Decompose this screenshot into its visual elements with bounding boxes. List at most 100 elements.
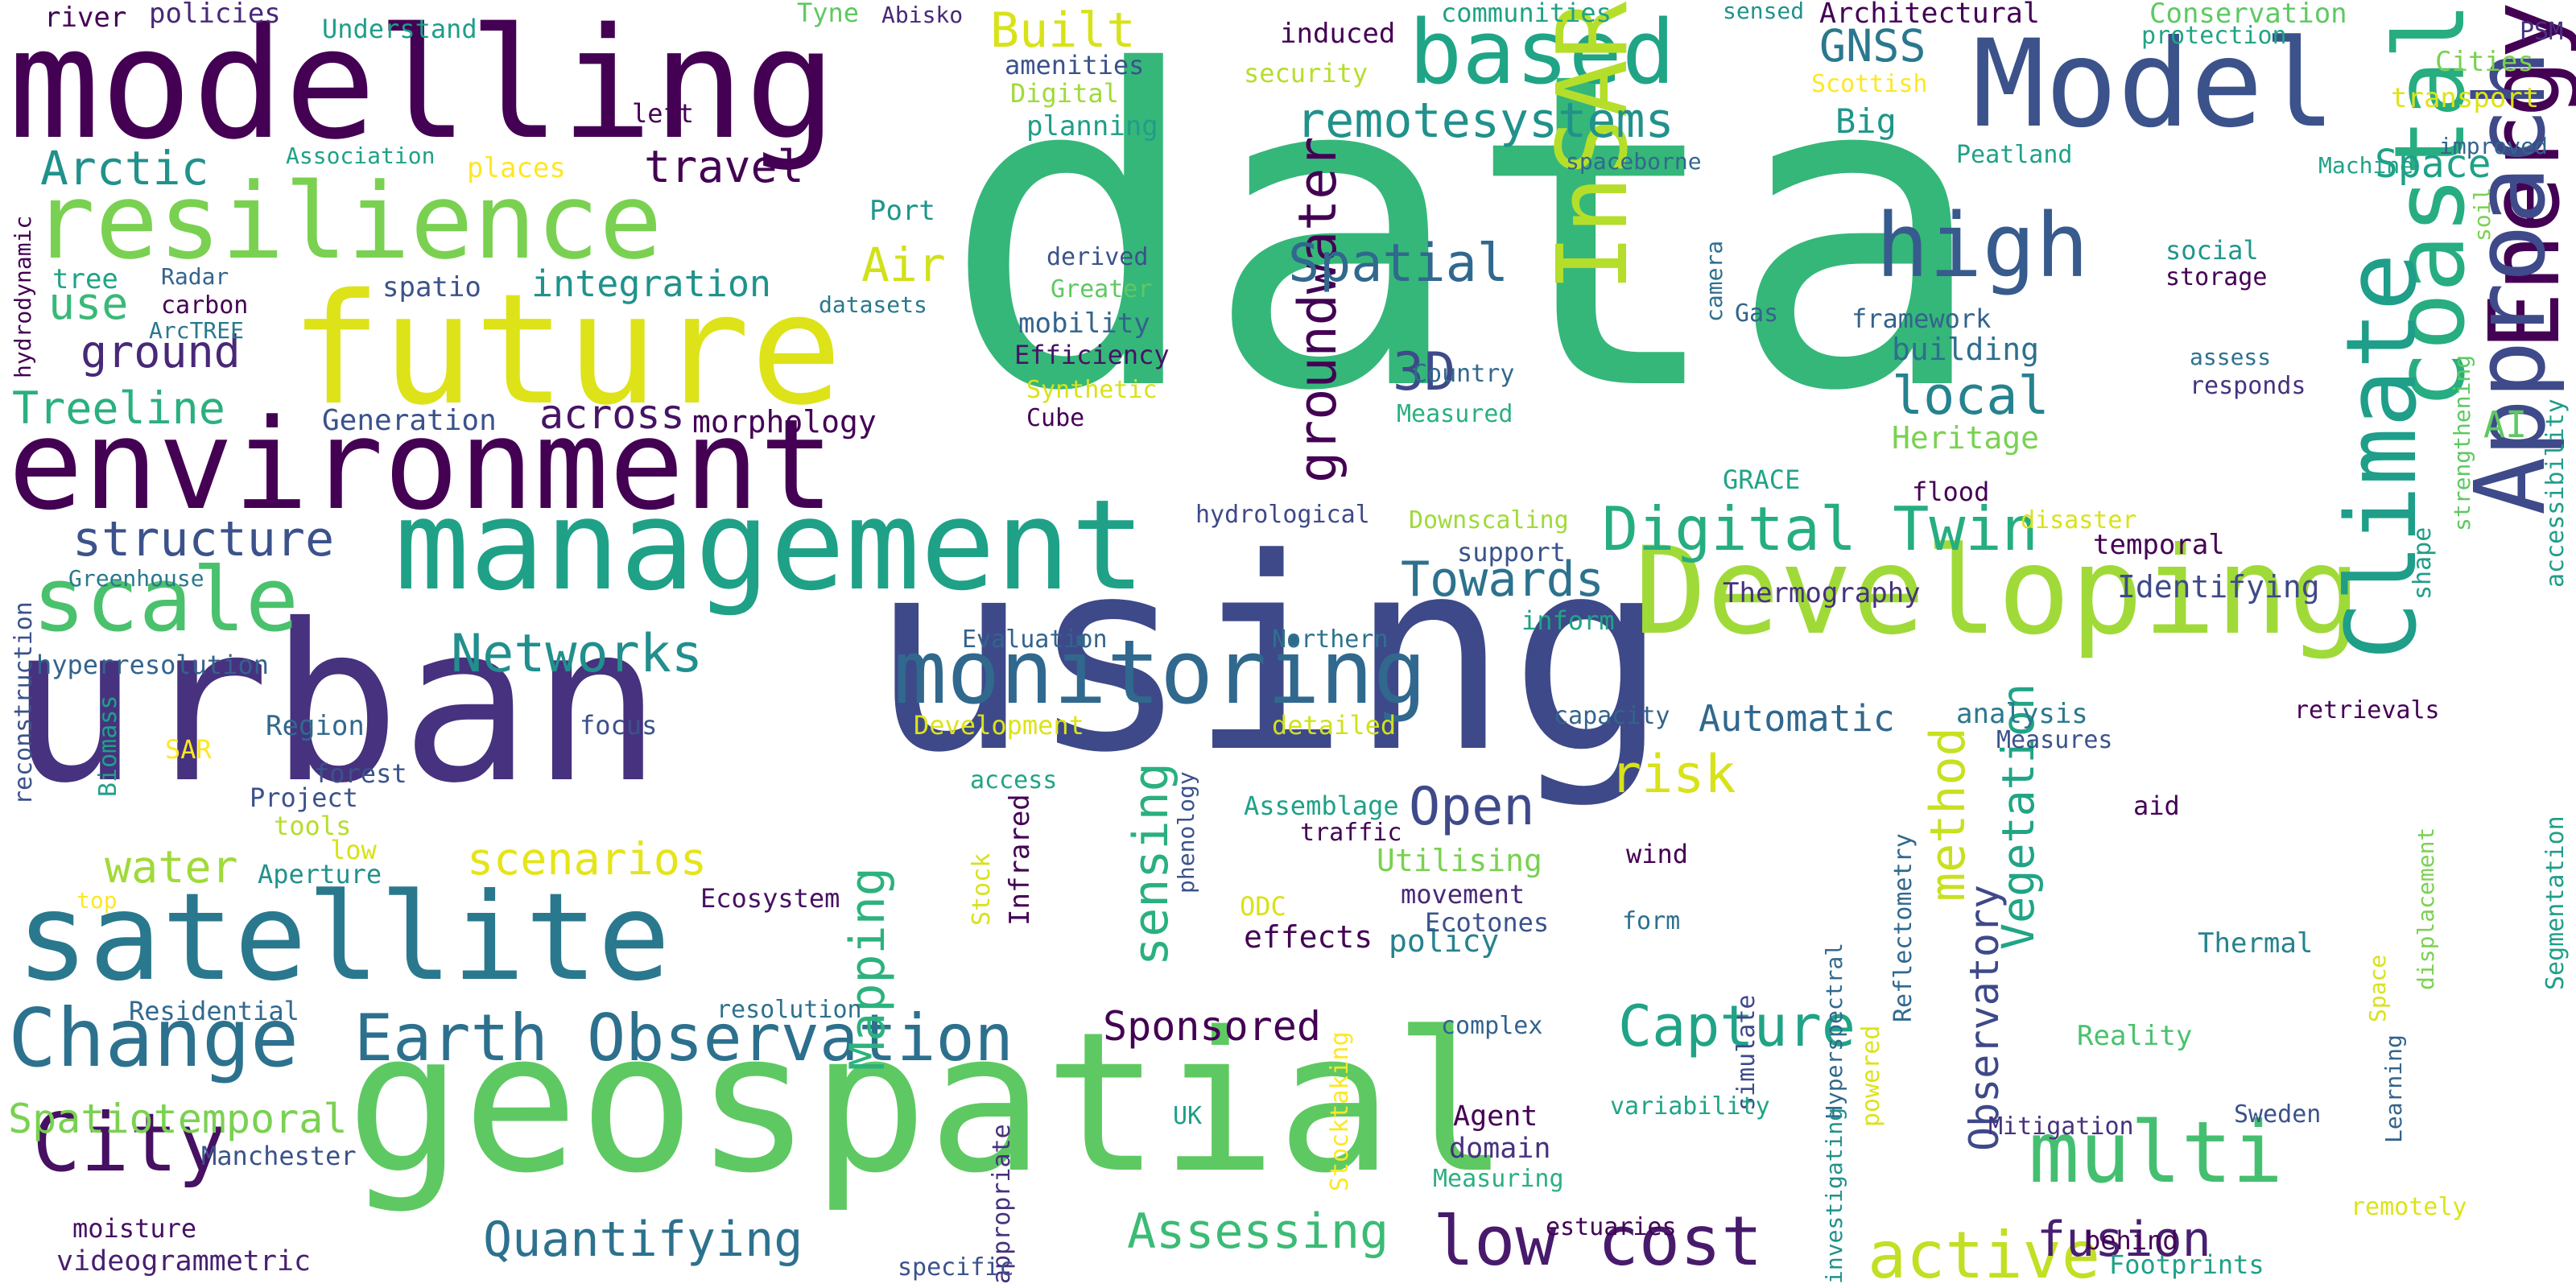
word-assessing: Assessing — [1127, 1203, 1389, 1260]
word-sensed: sensed — [1723, 0, 1805, 24]
word-use: use — [48, 278, 129, 329]
word-resolution: resolution — [716, 996, 862, 1024]
word-monitoring: monitoring — [894, 621, 1427, 724]
word-conservation: Conservation — [2149, 0, 2347, 30]
word-improved: improved — [2439, 133, 2548, 159]
word-using: using — [869, 502, 1670, 811]
word-social: social — [2165, 235, 2259, 266]
word-measured: Measured — [1397, 400, 1513, 428]
word-estuaries: estuaries — [1546, 1213, 1677, 1241]
word-forest: forest — [314, 758, 407, 789]
word-tree: tree — [52, 263, 118, 295]
word-hyperspectral: Hyperspectral — [1821, 942, 1847, 1119]
word-remotesystems: remotesystems — [1296, 93, 1674, 149]
word-inform: inform — [1521, 605, 1615, 636]
word-association: Association — [286, 142, 436, 169]
word-local: local — [1892, 366, 2050, 427]
word-method: method — [1920, 727, 1976, 902]
word-air: Air — [861, 237, 946, 292]
word-storage: storage — [2165, 263, 2268, 291]
word-tools: tools — [274, 811, 352, 841]
word-psm: PSM — [2520, 18, 2564, 46]
word-fusion: fusion — [2037, 1212, 2211, 1268]
word-carbon: carbon — [161, 291, 249, 320]
word-ground: ground — [80, 326, 241, 378]
word-retrievals: retrievals — [2294, 696, 2440, 724]
word-measures: Measures — [1996, 726, 2113, 754]
word-soil: soil — [2469, 187, 2496, 242]
word-reconstruction: reconstruction — [10, 601, 38, 805]
word-travel: travel — [644, 141, 804, 192]
word-data: data — [942, 0, 1989, 486]
word-domain: domain — [1449, 1133, 1551, 1165]
word-access: access — [970, 766, 1058, 795]
word-peatland: Peatland — [1956, 141, 2073, 169]
word-generation: Generation — [322, 404, 497, 437]
word-change: Change — [8, 991, 299, 1085]
word-scale: scale — [32, 548, 299, 651]
word-northern: Northern — [1272, 625, 1389, 654]
word-behind: behind — [2085, 1225, 2178, 1256]
word-abisko: Abisko — [881, 2, 964, 28]
word-integration: integration — [531, 262, 772, 305]
word-water: water — [105, 841, 238, 893]
word-satellite: satellite — [16, 868, 671, 1008]
word-footprints: Footprints — [2109, 1249, 2264, 1280]
word-aid: aid — [2133, 791, 2180, 821]
word-model: Model — [1972, 14, 2336, 155]
word-remotely: remotely — [2351, 1193, 2467, 1221]
word-structure: structure — [72, 511, 335, 568]
word-left: left — [632, 98, 695, 129]
word-efficiency: Efficiency — [1014, 340, 1170, 370]
word-radar: Radar — [161, 263, 229, 290]
word-ecosystem: Ecosystem — [700, 883, 840, 914]
word-focus: focus — [580, 710, 658, 741]
word-responds: responds — [2190, 372, 2306, 400]
word-building: building — [1892, 332, 2040, 367]
word-low-cost: low cost — [1433, 1202, 1763, 1282]
word-amenities: amenities — [1005, 50, 1145, 80]
word-stocktaking: Stocktaking — [1326, 1031, 1354, 1191]
word-across: across — [539, 391, 685, 438]
word-developing: Developing — [1634, 522, 2362, 662]
word-quantifying: Quantifying — [483, 1212, 803, 1268]
word-camera: camera — [1701, 240, 1728, 322]
word-stock: Stock — [968, 852, 996, 926]
word-top: top — [76, 887, 118, 914]
word-derived: derived — [1046, 243, 1149, 271]
word-capacity: capacity — [1554, 702, 1670, 730]
word-protection: protection — [2141, 22, 2287, 50]
word-groundwater: groundwater — [1288, 136, 1348, 483]
word-urban: urban — [8, 577, 663, 831]
word-policy: policy — [1389, 923, 1500, 959]
word-mapping: Mapping — [840, 867, 896, 1071]
word-networks: Networks — [451, 624, 704, 684]
word-earth-observation: Earth Observation — [354, 1001, 1013, 1075]
word-assess: assess — [2190, 344, 2272, 370]
word-sponsored: Sponsored — [1103, 1003, 1321, 1050]
word-framework: framework — [1852, 303, 1992, 334]
word-biomass: Biomass — [94, 695, 122, 797]
word-hyperresolution: hyperresolution — [36, 650, 269, 680]
word-thermography: Thermography — [1723, 577, 1921, 609]
word-resilience: resilience — [32, 160, 663, 283]
word-grace: GRACE — [1723, 464, 1801, 495]
word-risk: risk — [1610, 745, 1736, 805]
word-future: future — [290, 261, 843, 439]
word-form: form — [1622, 907, 1681, 935]
word-arctic: Arctic — [40, 141, 209, 196]
word-hydrological: hydrological — [1195, 501, 1370, 529]
word-places: places — [467, 152, 566, 184]
word-evaluation: Evaluation — [962, 625, 1108, 654]
word-gas: Gas — [1735, 299, 1779, 328]
word-agent: Agent — [1453, 1100, 1538, 1133]
word-heritage: Heritage — [1892, 420, 2040, 456]
word-observatory: Observatory — [1961, 884, 2008, 1151]
word-downscaling: Downscaling — [1409, 506, 1569, 535]
word-cities: Cities — [2435, 46, 2534, 78]
word-assemblage: Assemblage — [1244, 791, 1399, 821]
word-temporal: temporal — [2093, 529, 2225, 561]
word-moisture: moisture — [72, 1213, 197, 1244]
word-specific: specific — [898, 1253, 1014, 1282]
